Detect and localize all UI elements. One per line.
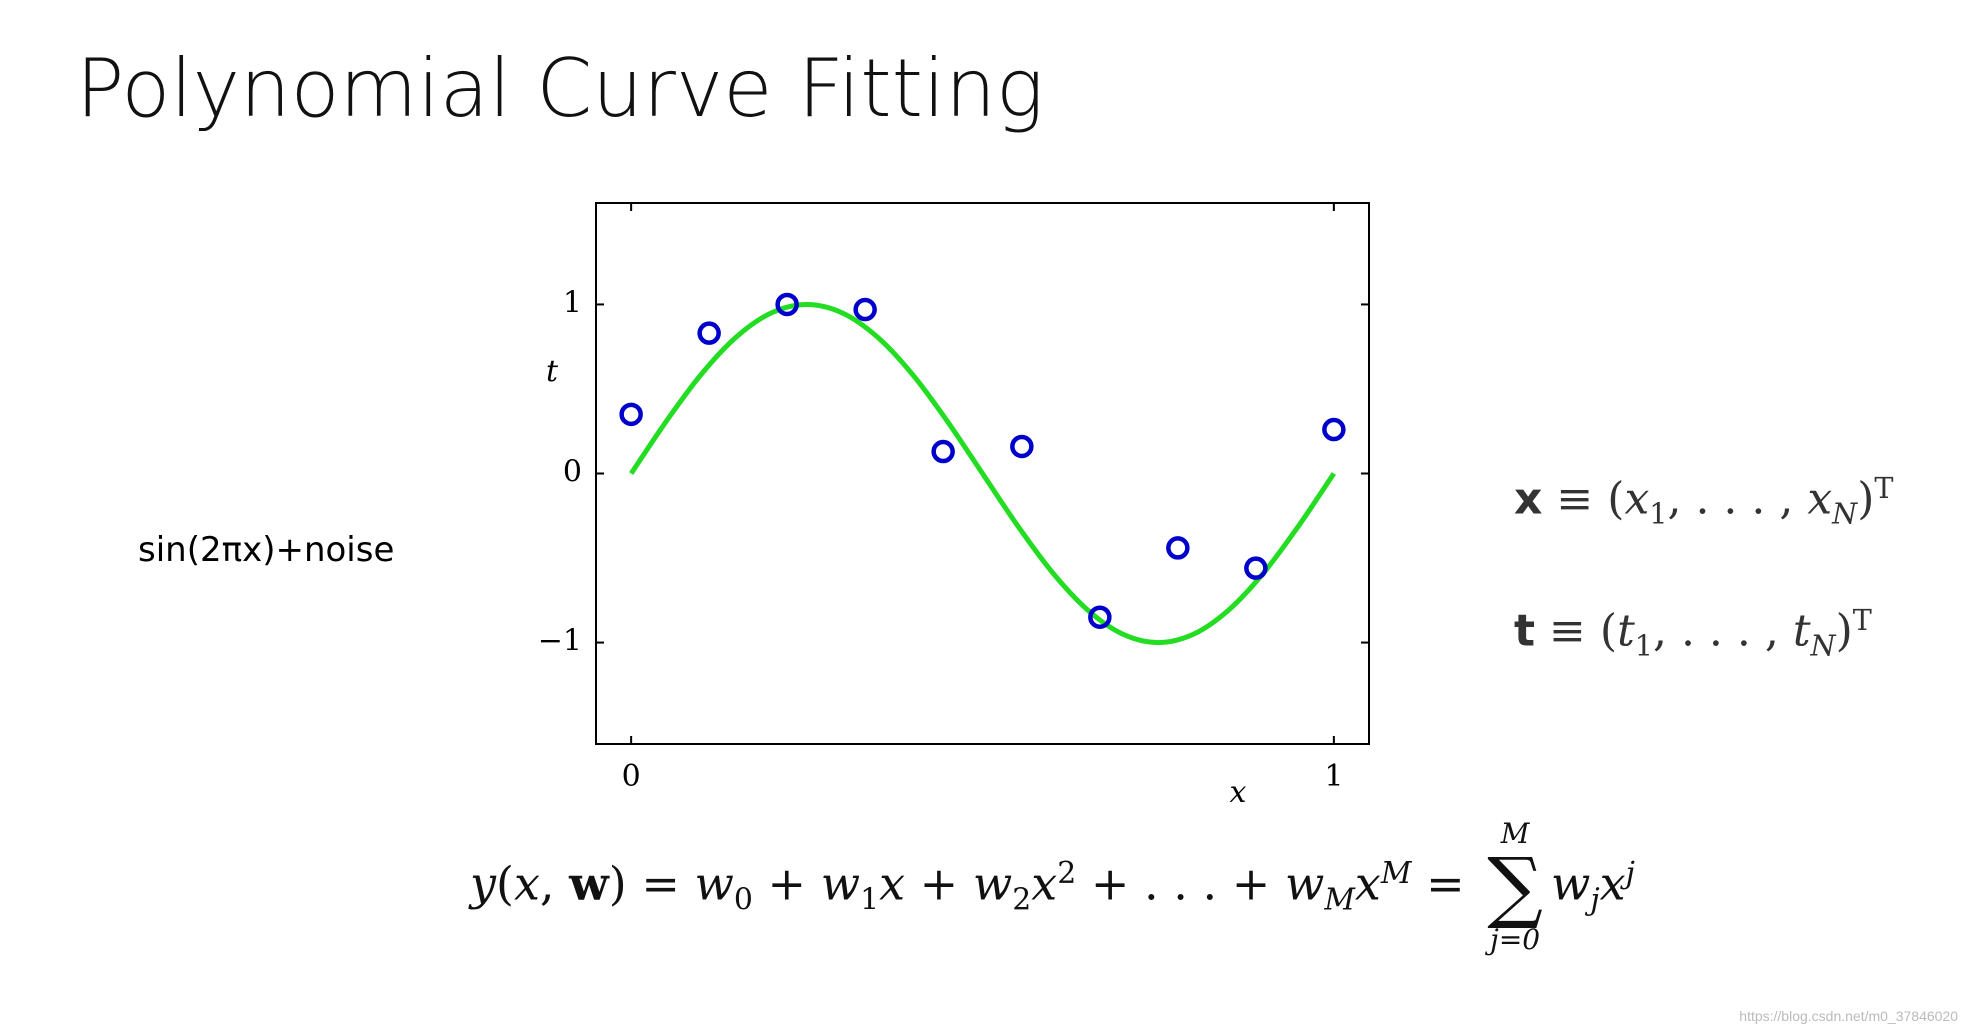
data-point (853, 297, 877, 322)
equation: y(x, w) = w0 + w1x + w2x2 + . . . + wMxM… (470, 820, 1635, 954)
y-tick-label: −1 (538, 624, 582, 659)
symbol: T (1852, 603, 1872, 637)
symbol: N (1832, 496, 1858, 531)
x-tick-label: 0 (622, 759, 641, 794)
symbol: ≡ (1556, 473, 1594, 525)
slide-title: Polynomial Curve Fitting (76, 42, 1044, 135)
symbol: + . . . + (1076, 856, 1285, 911)
symbol: w (1550, 856, 1591, 911)
data-point (1244, 556, 1268, 580)
symbol: + (905, 856, 973, 911)
symbol: 1 (1634, 628, 1653, 663)
symbol: ≡ (1549, 605, 1586, 657)
annotation: sin(2πx)+noise (138, 530, 395, 570)
symbol: w (569, 856, 609, 911)
symbol: , (539, 856, 570, 911)
symbol: ) (1835, 605, 1853, 657)
symbol: M (1324, 882, 1355, 918)
fit-curve (629, 301, 1336, 646)
symbol: x (513, 856, 540, 911)
symbol: x (1514, 473, 1543, 525)
symbol: ) = (608, 856, 695, 911)
symbol: x (1031, 856, 1058, 911)
data-point (775, 292, 799, 317)
symbol: j (1625, 856, 1635, 892)
symbol: ( (496, 856, 514, 911)
symbol: 0 (733, 882, 753, 918)
symbol: j (1590, 882, 1600, 918)
symbol: x (1624, 473, 1650, 525)
data-point (1322, 417, 1346, 442)
symbol: + (752, 856, 821, 911)
symbol: , . . . , (1652, 605, 1793, 657)
symbol: M (1500, 817, 1530, 850)
watermark: https://blog.csdn.net/m0_37846020 (1739, 1008, 1958, 1024)
symbol: t (1617, 605, 1635, 657)
symbol: t (1792, 605, 1811, 657)
symbol: x (879, 856, 906, 911)
symbol: 2 (1057, 856, 1077, 892)
y-axis-label: t (546, 354, 559, 389)
symbol: x (1599, 856, 1626, 911)
definition-t: t ≡ (t1, . . . , tN)T (1514, 552, 1872, 662)
definition-x: x ≡ (x1, . . . , xN)T (1514, 420, 1893, 530)
symbol: , . . . , (1667, 473, 1808, 525)
data-point (1166, 536, 1190, 560)
symbol: 1 (1649, 496, 1668, 531)
y-tick-label: 1 (563, 285, 582, 320)
symbol: ) (1857, 473, 1875, 525)
symbol: t (1514, 605, 1536, 657)
x-tick-label: 1 (1324, 759, 1343, 794)
symbol: ∑ (1487, 842, 1543, 932)
data-point (931, 439, 955, 464)
symbol: w (1284, 856, 1325, 911)
symbol: 1 (860, 882, 880, 918)
symbol: x (1354, 856, 1381, 911)
symbol: = (1411, 856, 1480, 911)
data-point (697, 321, 721, 345)
x-axis-label: x (1230, 775, 1247, 810)
symbol: ( (1599, 605, 1618, 657)
symbol: T (1874, 471, 1894, 505)
data-point (1088, 605, 1112, 629)
symbol: M (1380, 856, 1412, 892)
symbol: j=0 (1490, 923, 1541, 956)
summation: M ∑ j=0 (1487, 820, 1543, 954)
symbol: x (1807, 473, 1833, 525)
symbol: N (1810, 628, 1836, 663)
symbol: w (820, 856, 861, 911)
symbol: ( (1607, 473, 1625, 525)
symbol: w (694, 856, 734, 911)
symbol: y (470, 856, 496, 911)
symbol: 2 (1012, 882, 1032, 918)
data-point (619, 402, 643, 427)
symbol: w (972, 856, 1013, 911)
data-point (1010, 434, 1034, 459)
y-tick-label: 0 (563, 455, 582, 490)
